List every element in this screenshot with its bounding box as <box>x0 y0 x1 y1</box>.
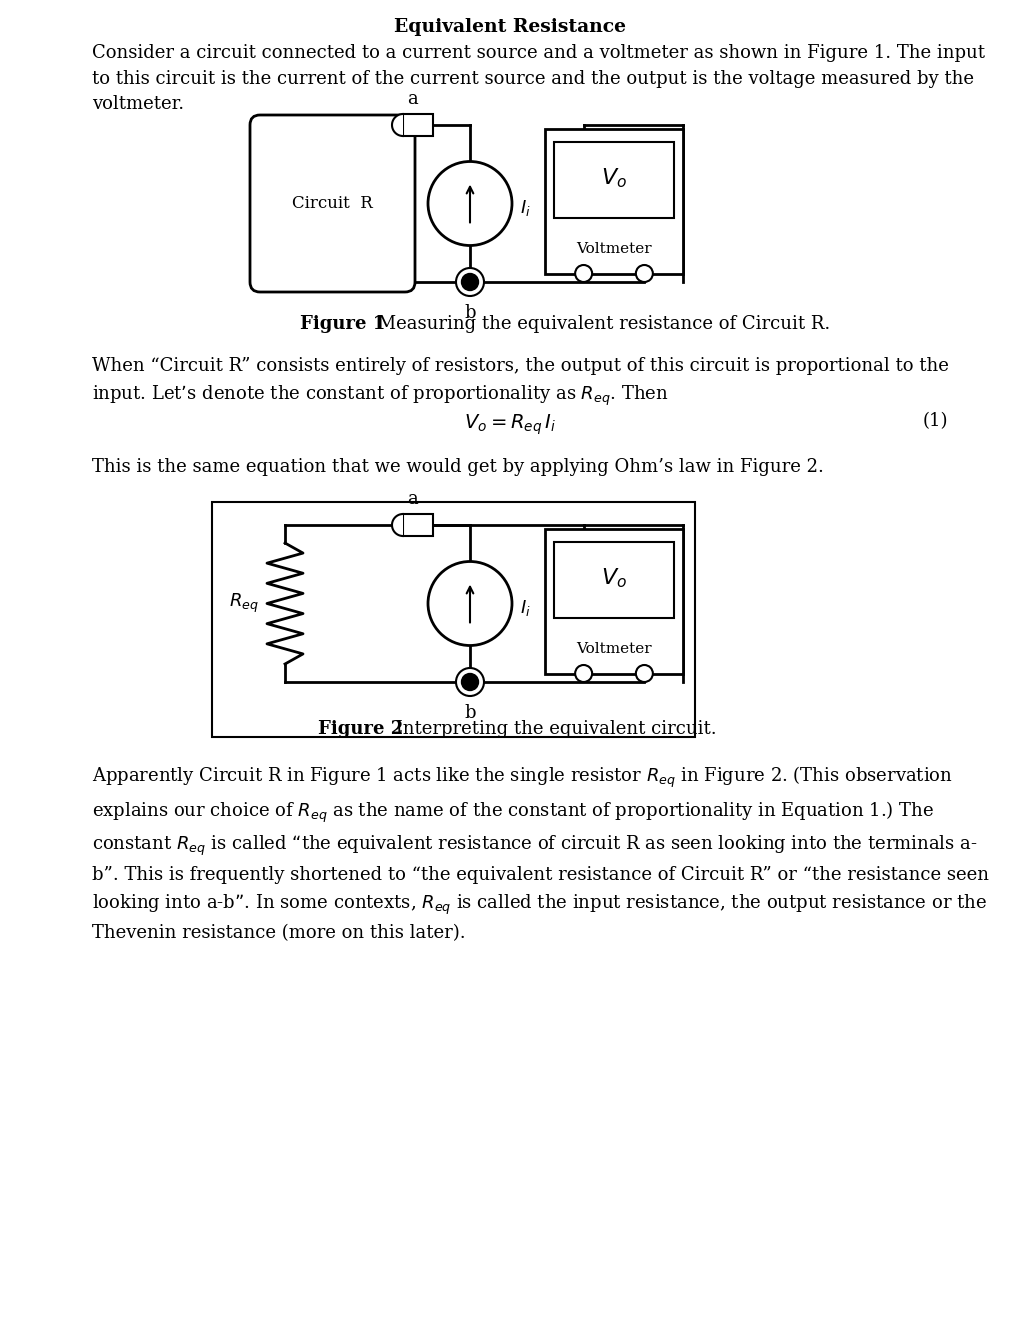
Text: Figure 1: Figure 1 <box>300 315 385 333</box>
Text: Voltmeter: Voltmeter <box>576 642 651 656</box>
Polygon shape <box>391 114 403 136</box>
Polygon shape <box>391 513 403 536</box>
Text: $V_o$: $V_o$ <box>600 166 627 190</box>
Circle shape <box>635 665 652 682</box>
Text: $I_i$: $I_i$ <box>520 198 530 218</box>
Circle shape <box>461 273 478 290</box>
Text: When “Circuit R” consists entirely of resistors, the output of this circuit is p: When “Circuit R” consists entirely of re… <box>92 356 948 408</box>
Bar <box>553 541 674 618</box>
Bar <box>544 128 683 273</box>
Circle shape <box>428 561 512 645</box>
Circle shape <box>575 665 592 682</box>
Bar <box>403 513 433 536</box>
Text: b: b <box>464 704 475 722</box>
Circle shape <box>461 673 478 690</box>
Text: Measuring the equivalent resistance of Circuit R.: Measuring the equivalent resistance of C… <box>372 315 829 333</box>
Text: Interpreting the equivalent circuit.: Interpreting the equivalent circuit. <box>389 719 716 738</box>
Bar <box>212 502 694 737</box>
Text: $R_{eq}$: $R_{eq}$ <box>229 591 259 615</box>
Circle shape <box>455 268 484 296</box>
Text: a: a <box>408 90 418 108</box>
Bar <box>403 114 433 136</box>
Text: (1): (1) <box>921 412 947 430</box>
FancyBboxPatch shape <box>250 115 415 292</box>
Text: $V_o$: $V_o$ <box>600 566 627 590</box>
Circle shape <box>455 668 484 696</box>
Text: Circuit  R: Circuit R <box>291 195 373 213</box>
Text: This is the same equation that we would get by applying Ohm’s law in Figure 2.: This is the same equation that we would … <box>92 458 823 477</box>
Text: b: b <box>464 304 475 322</box>
Circle shape <box>428 161 512 246</box>
Text: Voltmeter: Voltmeter <box>576 242 651 256</box>
Circle shape <box>575 265 592 282</box>
Text: $V_o = R_{eq}\, I_i$: $V_o = R_{eq}\, I_i$ <box>464 412 555 437</box>
Text: Consider a circuit connected to a current source and a voltmeter as shown in Fig: Consider a circuit connected to a curren… <box>92 44 984 114</box>
Text: $I_i$: $I_i$ <box>520 598 530 618</box>
Bar <box>553 141 674 218</box>
Text: Apparently Circuit R in Figure 1 acts like the single resistor $R_{eq}$ in Figur: Apparently Circuit R in Figure 1 acts li… <box>92 766 988 942</box>
Text: a: a <box>408 490 418 508</box>
Bar <box>544 528 683 673</box>
Text: Figure 2: Figure 2 <box>318 719 403 738</box>
Text: Equivalent Resistance: Equivalent Resistance <box>393 18 626 36</box>
Circle shape <box>635 265 652 282</box>
